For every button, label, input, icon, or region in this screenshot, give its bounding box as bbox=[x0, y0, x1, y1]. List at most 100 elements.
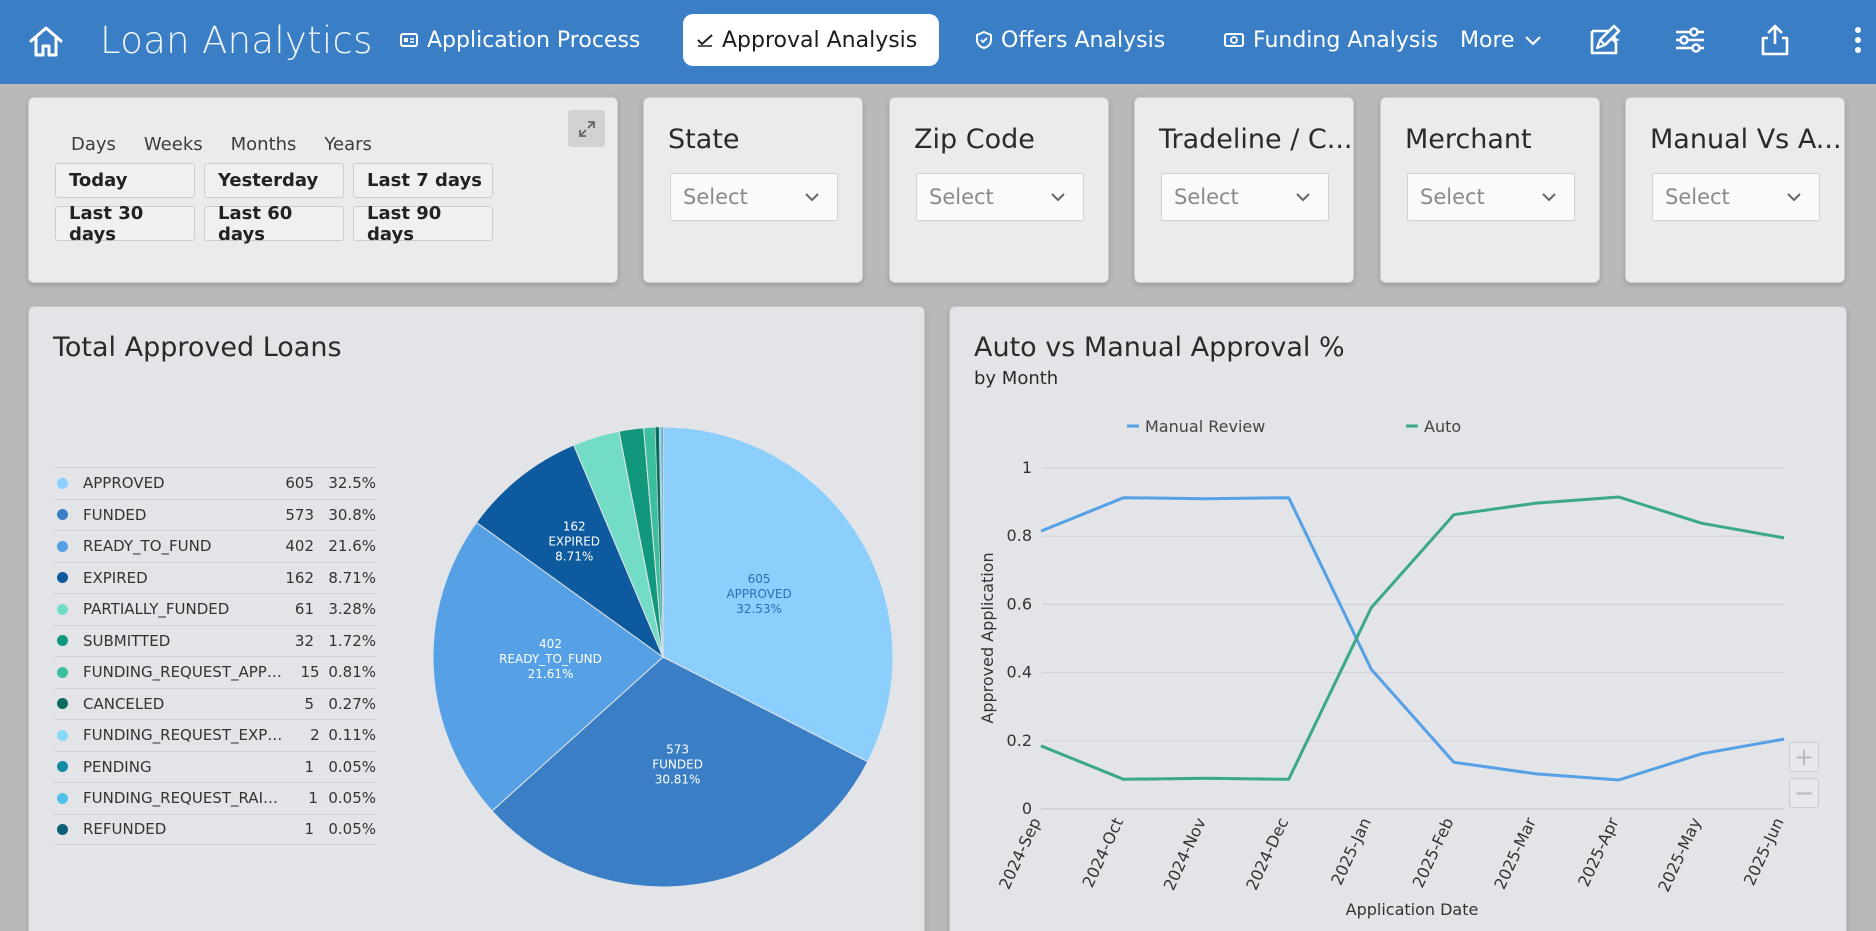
nav-more-label: More bbox=[1460, 27, 1515, 53]
date-range-tabs: Days Weeks Months Years bbox=[67, 134, 376, 155]
preset-last-30-days-button[interactable]: Last 30 days bbox=[55, 203, 195, 245]
tab-days[interactable]: Days bbox=[71, 134, 116, 155]
tab-months[interactable]: Months bbox=[230, 134, 297, 155]
y-tick-label: 1 bbox=[1022, 458, 1032, 477]
legend-label[interactable]: Manual Review bbox=[1145, 417, 1265, 436]
zoom-in-button[interactable]: + bbox=[1789, 742, 1819, 772]
y-axis-title: Approved Application bbox=[978, 552, 997, 723]
pie-slice-label: 8.71% bbox=[555, 549, 593, 563]
nav-more-menu[interactable]: More bbox=[1448, 14, 1554, 66]
legend-row[interactable]: CANCELED 5 0.27% bbox=[54, 687, 376, 720]
state-filter-card: State Select bbox=[643, 97, 863, 283]
legend-percent: 30.8% bbox=[328, 505, 376, 524]
manual-vs-auto-filter-card: Manual Vs A... Select bbox=[1625, 97, 1845, 283]
chart-check-icon bbox=[697, 34, 713, 47]
nav-tab-application-process[interactable]: Application Process bbox=[388, 14, 652, 66]
pie-slice[interactable] bbox=[432, 521, 664, 812]
legend-row[interactable]: FUNDING_REQUEST_APPRO... 15 0.81% bbox=[54, 656, 376, 688]
x-tick-label: 2024-Dec bbox=[1242, 815, 1292, 893]
chevron-down-icon bbox=[1542, 192, 1556, 201]
select-placeholder: Select bbox=[929, 185, 994, 209]
nav-tab-funding-analysis[interactable]: Funding Analysis bbox=[1212, 14, 1450, 66]
chevron-down-icon bbox=[1524, 36, 1541, 46]
y-tick-label: 0 bbox=[1022, 799, 1032, 818]
legend-color-dot bbox=[57, 477, 68, 489]
x-tick-label: 2025-May bbox=[1654, 815, 1705, 895]
series-line[interactable] bbox=[1040, 496, 1785, 782]
pie-slice[interactable] bbox=[475, 444, 665, 659]
legend-percent: 0.05% bbox=[328, 757, 376, 776]
shield-icon bbox=[976, 31, 992, 49]
manual-vs-auto-select[interactable]: Select bbox=[1652, 173, 1820, 221]
legend-percent: 3.28% bbox=[328, 600, 376, 619]
legend-percent: 0.27% bbox=[328, 694, 376, 713]
preset-last-90-days-button[interactable]: Last 90 days bbox=[353, 203, 493, 245]
home-icon[interactable] bbox=[28, 24, 64, 58]
series-line[interactable] bbox=[1040, 495, 1785, 781]
zoom-out-button[interactable]: − bbox=[1789, 778, 1819, 808]
edit-sparkle-icon[interactable] bbox=[1588, 22, 1624, 58]
select-placeholder: Select bbox=[683, 185, 748, 209]
expand-button[interactable] bbox=[568, 110, 605, 147]
legend-label[interactable]: Auto bbox=[1424, 417, 1461, 436]
legend-row[interactable]: FUNDED 573 30.8% bbox=[54, 498, 376, 531]
merchant-select[interactable]: Select bbox=[1407, 173, 1575, 221]
legend-count: 402 bbox=[285, 537, 314, 556]
x-tick-label: 2025-Mar bbox=[1490, 814, 1540, 892]
zip-code-filter-card: Zip Code Select bbox=[889, 97, 1109, 283]
pie-slice[interactable] bbox=[662, 426, 894, 763]
legend-color-dot bbox=[57, 698, 68, 710]
preset-last-60-days-button[interactable]: Last 60 days bbox=[204, 203, 344, 245]
x-tick-label: 2025-Feb bbox=[1409, 815, 1458, 891]
nav-tab-approval-analysis[interactable]: Approval Analysis bbox=[683, 14, 940, 66]
tradeline-select[interactable]: Select bbox=[1161, 173, 1329, 221]
select-placeholder: Select bbox=[1420, 185, 1485, 209]
x-tick-label: 2025-Jun bbox=[1740, 815, 1788, 889]
y-tick-label: 0.6 bbox=[1007, 594, 1032, 613]
legend-percent: 32.5% bbox=[328, 474, 376, 493]
legend-row[interactable]: SUBMITTED 32 1.72% bbox=[54, 624, 376, 657]
preset-today-button[interactable]: Today bbox=[55, 163, 195, 198]
legend-color-dot bbox=[57, 603, 68, 615]
legend-row[interactable]: PARTIALLY_FUNDED 61 3.28% bbox=[54, 593, 376, 625]
preset-last-7-days-button[interactable]: Last 7 days bbox=[353, 163, 493, 198]
legend-row[interactable]: READY_TO_FUND 402 21.6% bbox=[54, 530, 376, 562]
legend-row[interactable]: EXPIRED 162 8.71% bbox=[54, 561, 376, 594]
filter-title: State bbox=[668, 124, 740, 155]
select-placeholder: Select bbox=[1665, 185, 1730, 209]
legend-row[interactable]: FUNDING_REQUEST_RAISED 1 0.05% bbox=[54, 782, 376, 814]
pie-slice-label: READY_TO_FUND bbox=[499, 652, 602, 666]
share-icon[interactable] bbox=[1757, 22, 1793, 58]
legend-percent: 21.6% bbox=[328, 537, 376, 556]
preset-yesterday-button[interactable]: Yesterday bbox=[204, 163, 344, 198]
legend-count: 605 bbox=[285, 474, 314, 493]
pie-slice-label: 402 bbox=[539, 637, 562, 651]
legend-color-dot bbox=[57, 729, 68, 741]
legend-count: 1 bbox=[308, 789, 318, 808]
legend-row[interactable]: APPROVED 605 32.5% bbox=[54, 467, 376, 499]
chevron-down-icon bbox=[1787, 192, 1801, 201]
date-filter-card: Days Weeks Months Years Today Yesterday … bbox=[28, 97, 618, 283]
tab-years[interactable]: Years bbox=[324, 134, 372, 155]
legend-row[interactable]: REFUNDED 1 0.05% bbox=[54, 813, 376, 845]
app-title: Loan Analytics bbox=[100, 19, 373, 62]
line-chart: 0 0.2 0.4 0.6 0.8 1 2024-Sep 2024-Oct 2024-Nov 20… bbox=[978, 417, 1788, 919]
x-tick-label: 2024-Nov bbox=[1160, 815, 1210, 893]
legend-row[interactable]: PENDING 1 0.05% bbox=[54, 750, 376, 783]
tab-weeks[interactable]: Weeks bbox=[143, 134, 203, 155]
legend-percent: 0.05% bbox=[328, 820, 376, 839]
pie-slice-label: APPROVED bbox=[726, 587, 791, 601]
sliders-icon[interactable] bbox=[1672, 22, 1708, 58]
pie-slice[interactable] bbox=[491, 656, 869, 888]
pie-slice[interactable] bbox=[662, 426, 664, 658]
nav-tab-offers-analysis[interactable]: Offers Analysis bbox=[964, 14, 1177, 66]
zip-code-select[interactable]: Select bbox=[916, 173, 1084, 221]
more-vertical-icon[interactable] bbox=[1840, 22, 1876, 58]
state-select[interactable]: Select bbox=[670, 173, 838, 221]
pie-slice-label: 21.61% bbox=[528, 667, 574, 681]
expand-icon bbox=[578, 120, 595, 137]
legend-count: 15 bbox=[300, 663, 320, 682]
id-card-icon bbox=[400, 33, 418, 47]
legend-row[interactable]: FUNDING_REQUEST_EXPIRED 2 0.11% bbox=[54, 719, 376, 751]
legend-count: 2 bbox=[310, 726, 320, 745]
